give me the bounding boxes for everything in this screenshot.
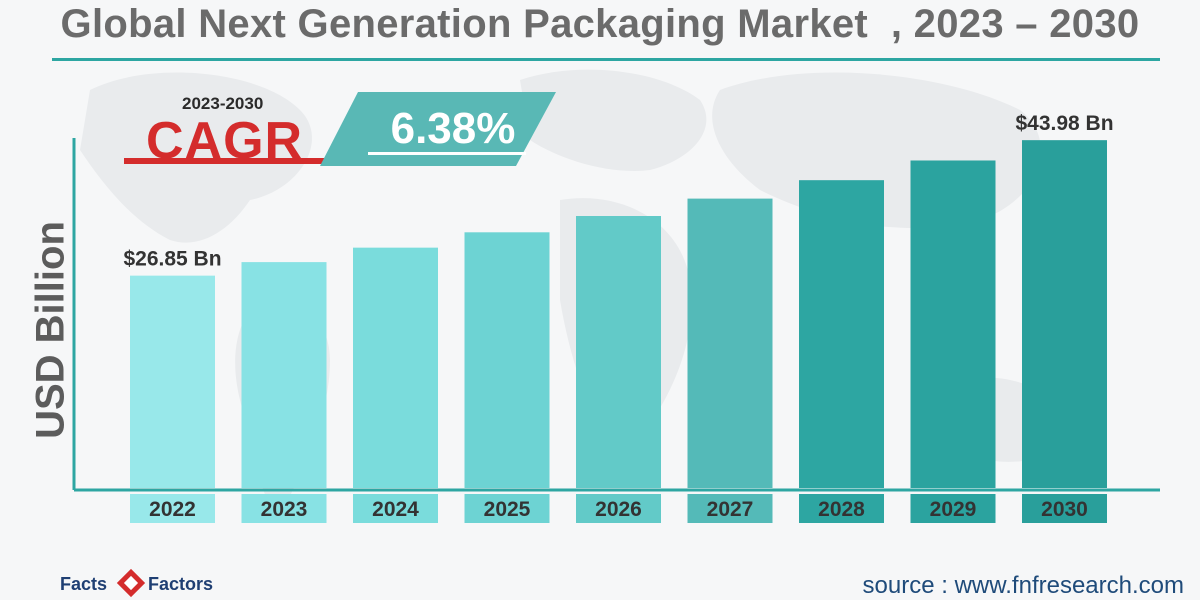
tick-box-2023 (241, 494, 327, 523)
tick-box-2022 (130, 494, 215, 523)
x-tick-label-2022: 2022 (149, 498, 196, 521)
logo-text-left: Facts (60, 574, 108, 594)
title-underline (52, 58, 1160, 61)
bar-2024 (353, 247, 438, 488)
tick-box-2029 (910, 494, 996, 523)
tick-box-2024 (353, 494, 438, 523)
bar-2029 (910, 160, 996, 488)
cagr-value-underline (368, 152, 526, 155)
x-tick-label-2023: 2023 (261, 498, 308, 521)
bar-2027 (687, 198, 773, 488)
x-tick-label-2028: 2028 (818, 498, 865, 521)
tick-box-2026 (576, 494, 661, 523)
source-note: source : www.fnfresearch.com (862, 572, 1184, 599)
tick-box-2025 (464, 494, 550, 523)
bar-2023 (241, 262, 327, 488)
cagr-underline (124, 158, 336, 164)
tick-box-2030 (1022, 494, 1107, 523)
tick-box-2028 (799, 494, 884, 523)
data-label-2030: $43.98 Bn (1015, 112, 1113, 135)
x-tick-label-2025: 2025 (484, 498, 531, 521)
bar-2030 (1022, 140, 1107, 488)
logo-mark-icon (116, 568, 146, 598)
x-tick-label-2027: 2027 (707, 498, 754, 521)
cagr-value-banner (320, 92, 556, 166)
bar-2025 (464, 232, 550, 488)
bar-2026 (576, 216, 661, 489)
cagr-years: 2023-2030 (182, 94, 264, 113)
facts-factors-logo: Facts Factors (60, 562, 260, 600)
x-tick-label-2026: 2026 (595, 498, 642, 521)
tick-box-2027 (687, 494, 773, 523)
cagr-value: 6.38% (390, 104, 516, 153)
x-tick-label-2024: 2024 (372, 498, 419, 521)
chart-title: Global Next Generation Packaging Market … (60, 2, 1140, 46)
x-tick-label-2029: 2029 (930, 498, 977, 521)
x-tick-label-2030: 2030 (1041, 498, 1088, 521)
bar-2022 (130, 275, 215, 488)
bar-2028 (799, 180, 884, 489)
logo-text-right: Factors (148, 574, 214, 594)
data-label-2022: $26.85 Bn (123, 248, 221, 271)
